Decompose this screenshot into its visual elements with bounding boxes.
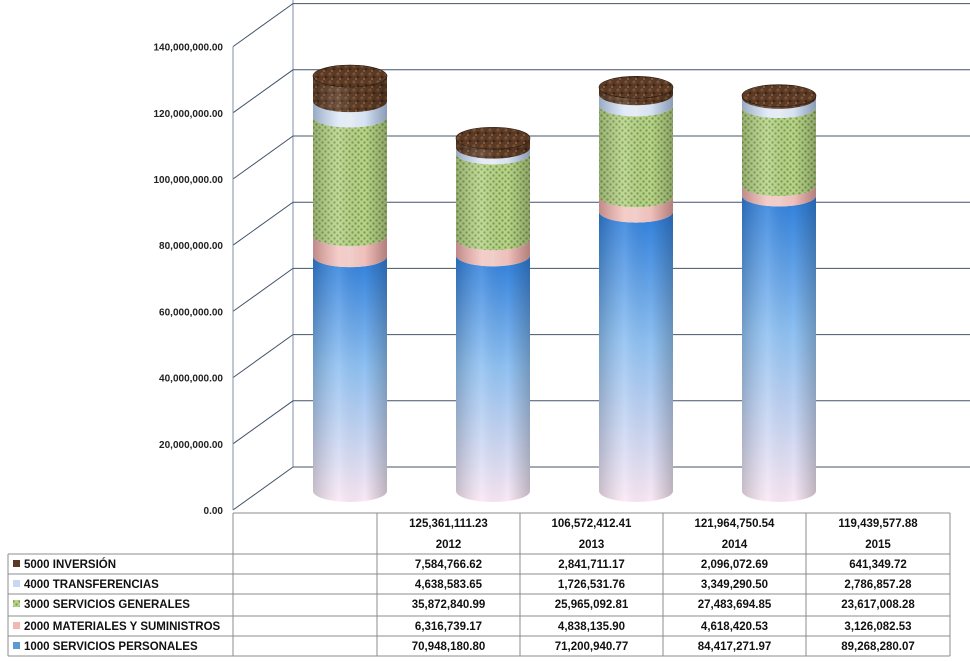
cell-value: 35,872,840.99	[412, 599, 486, 611]
legend-key	[13, 580, 20, 587]
cylinder-top-cap	[741, 84, 817, 107]
total-label: 119,439,577.88	[838, 518, 918, 530]
segment-shading	[456, 255, 530, 502]
series-name: 3000 SERVICIOS GENERALES	[24, 599, 190, 611]
cell-value: 641,349.72	[849, 559, 907, 571]
axes-and-grid: 0.00 20,000,000.00 40,000,000.00 60,000,000…	[153, 0, 970, 517]
y-tick-label: 20,000,000.00	[159, 440, 223, 451]
segment-shading	[599, 196, 673, 223]
cell-value: 4,638,583.65	[415, 579, 483, 591]
cell-value: 6,316,739.17	[415, 621, 482, 633]
segment-shading	[313, 116, 387, 247]
cell-value: 3,126,082.53	[844, 621, 911, 633]
segment-shading	[313, 256, 387, 502]
category-label: 2012	[436, 539, 462, 551]
total-label: 125,361,111.23	[409, 518, 488, 530]
cell-value: 2,841,711.17	[558, 559, 625, 571]
segment-shading	[599, 94, 673, 117]
y-tick-label: 60,000,000.00	[159, 307, 223, 318]
segment-shading	[742, 195, 816, 503]
legend-key	[13, 600, 20, 607]
cylinder-top-cap	[598, 75, 674, 99]
segment-shading	[313, 235, 387, 268]
y-tick-label: 0.00	[204, 506, 224, 517]
y-tick-label: 120,000,000.00	[153, 109, 223, 120]
table-row: 1000 SERVICIOS PERSONALES 70,948,180.80 71…	[13, 641, 915, 653]
cylinder-top-cap	[455, 126, 531, 150]
gridline	[232, 3, 970, 48]
cell-value: 70,948,180.80	[412, 641, 486, 653]
total-label: 121,964,750.54	[695, 518, 776, 530]
segment-shading	[742, 185, 816, 207]
cell-value: 4,838,135.90	[558, 621, 625, 633]
table-row: 2000 MATERIALES Y SUMINISTROS 6,316,739.1…	[13, 621, 912, 633]
category-label: 2014	[722, 539, 748, 551]
gridline	[232, 69, 970, 114]
series-name: 4000 TRANSFERENCIAS	[24, 579, 159, 591]
cell-value: 27,483,694.85	[698, 599, 772, 611]
cell-value: 89,268,280.07	[841, 641, 915, 653]
bar-2013	[455, 126, 531, 502]
segment-shading	[599, 105, 673, 208]
category-label: 2013	[579, 539, 605, 551]
segment-shading	[599, 211, 673, 502]
cylinder-bars	[312, 64, 817, 503]
table-row: 3000 SERVICIOS GENERALES 35,872,840.99 25,…	[13, 599, 915, 611]
total-label: 106,572,412.41	[552, 518, 633, 530]
cell-value: 71,200,940.77	[555, 641, 629, 653]
cell-value: 23,617,008.28	[841, 599, 915, 611]
category-label: 2015	[865, 539, 891, 551]
segment-shading	[456, 147, 530, 165]
cylinder-top-cap	[312, 64, 388, 88]
cell-value: 25,965,092.81	[555, 599, 629, 611]
cell-value: 4,618,420.53	[701, 621, 768, 633]
segment-shading	[313, 76, 387, 113]
legend-key	[13, 642, 20, 649]
segment-shading	[599, 87, 673, 106]
segment-shading	[456, 138, 530, 159]
cell-value: 84,417,271.97	[698, 641, 772, 653]
segment-shading	[742, 97, 816, 119]
segment-shading	[456, 239, 530, 267]
cell-value: 7,584,766.62	[415, 559, 482, 571]
table-row: 5000 INVERSIÓN 7,584,766.62 2,841,711.17 2,…	[13, 558, 907, 571]
table-row: 4000 TRANSFERENCIAS 4,638,583.65 1,726,531…	[13, 579, 912, 591]
series-name: 5000 INVERSIÓN	[24, 558, 116, 571]
bar-2012	[312, 64, 388, 502]
series-name: 1000 SERVICIOS PERSONALES	[24, 641, 198, 653]
bar-2014	[598, 75, 674, 502]
cell-value: 1,726,531.76	[558, 579, 625, 591]
segment-shading	[313, 101, 387, 128]
segment-shading	[456, 153, 530, 251]
cell-value: 2,786,857.28	[844, 579, 912, 591]
bar-2015	[741, 84, 817, 503]
y-tick-label: 140,000,000.00	[153, 43, 223, 54]
y-tick-label: 100,000,000.00	[153, 175, 223, 186]
y-tick-label: 40,000,000.00	[159, 374, 223, 385]
cell-value: 3,349,290.50	[701, 579, 768, 591]
legend-key	[13, 622, 20, 629]
y-tick-label: 80,000,000.00	[159, 241, 223, 252]
cell-value: 2,096,072.69	[701, 559, 768, 571]
series-name: 2000 MATERIALES Y SUMINISTROS	[24, 621, 221, 633]
data-table: 125,361,111.23 2012 106,572,412.41 2013 121,…	[7, 512, 951, 657]
segment-shading	[742, 107, 816, 197]
legend-key	[13, 560, 20, 567]
